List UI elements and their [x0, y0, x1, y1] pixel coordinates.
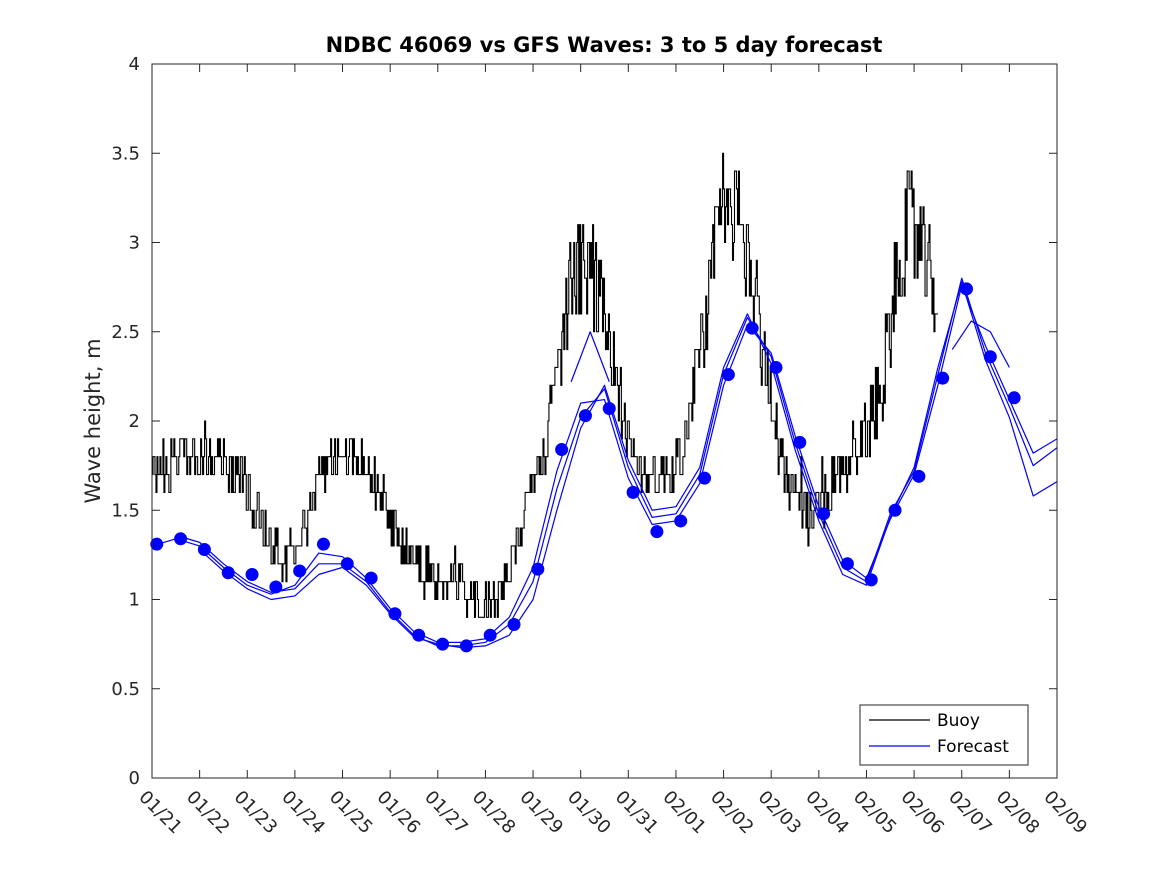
legend-buoy-label: Buoy — [937, 711, 980, 731]
forecast-marker-point — [197, 543, 211, 557]
forecast-marker-point — [221, 566, 235, 580]
forecast-marker-point — [936, 371, 950, 385]
y-tick-label: 3.5 — [111, 143, 140, 164]
y-axis-label: Wave height, m — [81, 338, 105, 503]
y-tick-label: 4 — [129, 54, 140, 75]
forecast-marker-point — [459, 639, 473, 653]
forecast-marker-point — [602, 402, 616, 416]
forecast-marker-point — [1007, 391, 1021, 405]
forecast-marker-point — [840, 557, 854, 571]
forecast-marker-point — [650, 525, 664, 539]
plot-area — [150, 152, 1057, 653]
forecast-marker-point — [817, 507, 831, 521]
forecast-marker-point — [340, 557, 354, 571]
forecast-marker-point — [174, 532, 188, 546]
forecast-marker-point — [769, 360, 783, 374]
forecast-marker-point — [436, 637, 450, 651]
forecast-run-line-4 — [570, 331, 610, 382]
forecast-marker-point — [721, 368, 735, 382]
forecast-marker-point — [412, 628, 426, 642]
forecast-marker-point — [245, 568, 259, 582]
buoy-series-line — [152, 152, 938, 618]
legend-forecast-label: Forecast — [937, 737, 1009, 757]
y-tick-label: 0 — [129, 768, 140, 789]
forecast-marker-point — [531, 562, 545, 576]
forecast-run-line-2 — [175, 277, 1057, 647]
y-tick-label: 3 — [129, 233, 140, 254]
forecast-marker-point — [364, 571, 378, 585]
forecast-marker-point — [960, 282, 973, 296]
forecast-marker-point — [578, 409, 592, 423]
forecast-marker-point — [888, 503, 902, 517]
forecast-marker-point — [507, 617, 521, 631]
chart-title: NDBC 46069 vs GFS Waves: 3 to 5 day fore… — [326, 33, 883, 57]
forecast-marker-point — [674, 514, 688, 528]
legend-box — [859, 704, 1029, 766]
y-tick-label: 1.5 — [111, 500, 140, 521]
forecast-marker-point — [793, 435, 807, 449]
forecast-marker-point — [983, 350, 997, 364]
forecast-marker-point — [388, 607, 402, 621]
forecast-marker-point — [293, 564, 307, 578]
forecast-marker-point — [745, 321, 759, 335]
y-tick-label: 2.5 — [111, 322, 140, 343]
legend: Buoy Forecast — [859, 704, 1029, 766]
forecast-marker-point — [698, 471, 712, 485]
forecast-run-line-5 — [951, 320, 1010, 368]
y-tick-label: 1 — [129, 590, 140, 611]
y-tick-label: 0.5 — [111, 679, 140, 700]
forecast-marker-point — [316, 537, 330, 551]
forecast-marker-point — [150, 537, 164, 551]
forecast-marker-point — [269, 580, 283, 594]
forecast-marker-point — [912, 469, 926, 483]
forecast-marker-point — [864, 573, 878, 587]
forecast-marker-point — [483, 628, 497, 642]
y-tick-label: 2 — [129, 411, 140, 432]
forecast-marker-point — [626, 485, 640, 499]
forecast-marker-point — [555, 443, 569, 457]
